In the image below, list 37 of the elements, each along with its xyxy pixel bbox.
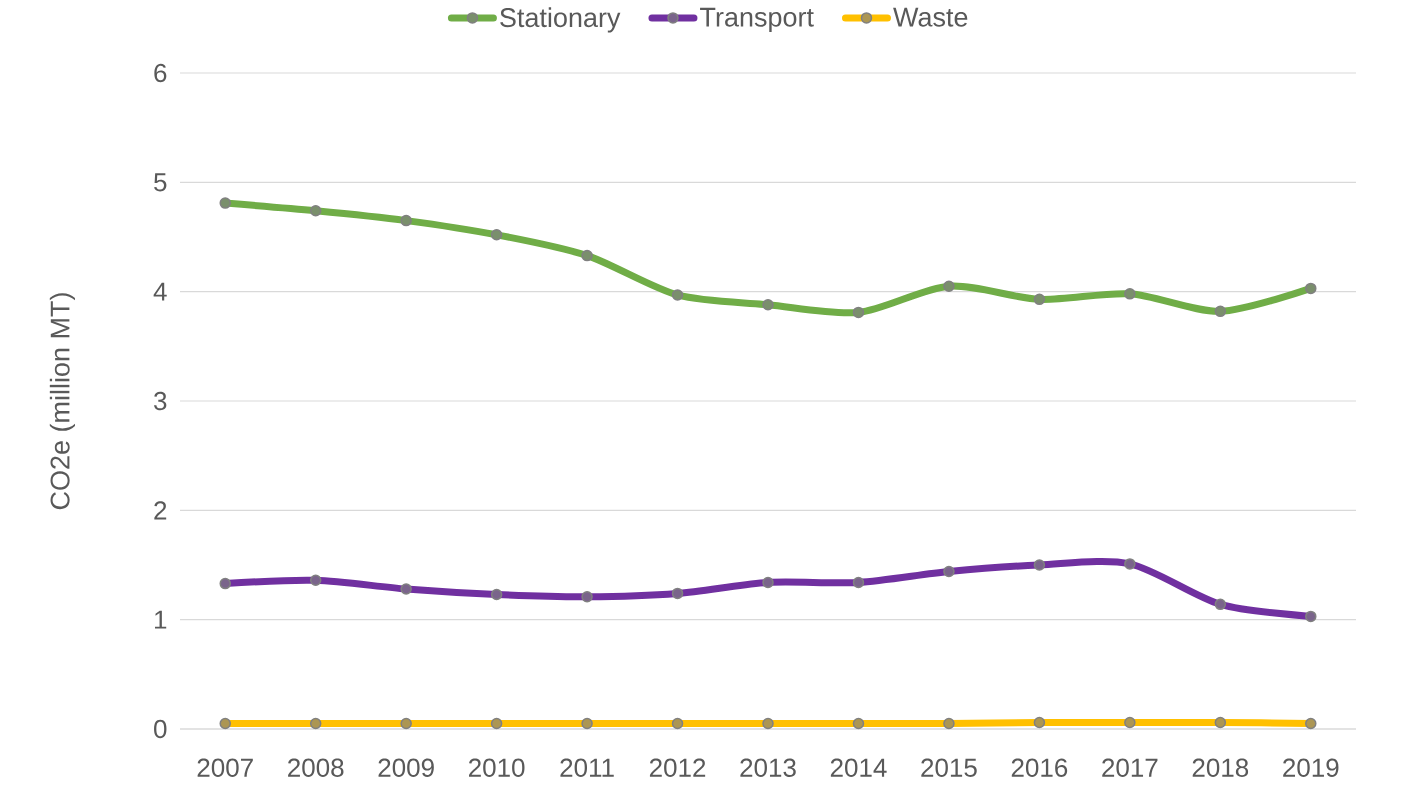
y-tick-label: 3	[154, 391, 167, 411]
legend-label: Transport	[700, 7, 814, 33]
point	[490, 229, 503, 241]
point	[219, 197, 231, 209]
x-tick-label: 2018	[1192, 758, 1249, 777]
point	[1214, 305, 1227, 318]
x-tick-label: 2019	[1283, 758, 1339, 777]
y-tick-label: 6	[154, 63, 167, 83]
y-tick-label: 2	[154, 501, 167, 520]
point	[852, 306, 865, 319]
point	[309, 205, 322, 217]
y-tick-label: 0	[154, 719, 167, 739]
y-axis-title: CO2e (million MT)	[49, 293, 75, 510]
y-tick-label: 1	[155, 610, 167, 629]
x-tick-label: 2013	[740, 758, 796, 777]
y-tick-label: 4	[153, 282, 167, 301]
x-tick-label: 2017	[1102, 758, 1158, 777]
x-tick-label: 2011	[560, 758, 614, 777]
x-tick-label: 2009	[378, 758, 434, 777]
x-tick-label: 2007	[197, 758, 253, 777]
point	[400, 214, 412, 227]
legend-label: Stationary	[500, 7, 621, 33]
x-tick-label: 2016	[1011, 758, 1068, 777]
point	[762, 299, 774, 311]
point	[581, 249, 593, 262]
x-tick-label: 2015	[921, 758, 977, 777]
point	[943, 280, 955, 292]
x-tick-label: 2010	[469, 758, 525, 777]
point	[1124, 288, 1136, 300]
point	[671, 289, 684, 301]
point	[1305, 282, 1317, 295]
legend-label: Waste	[893, 7, 968, 27]
point	[1033, 293, 1046, 306]
y-tick-label: 5	[154, 173, 167, 192]
x-tick-label: 2008	[288, 758, 344, 777]
x-tick-label: 2014	[830, 758, 887, 777]
x-tick-label: 2012	[649, 758, 706, 777]
